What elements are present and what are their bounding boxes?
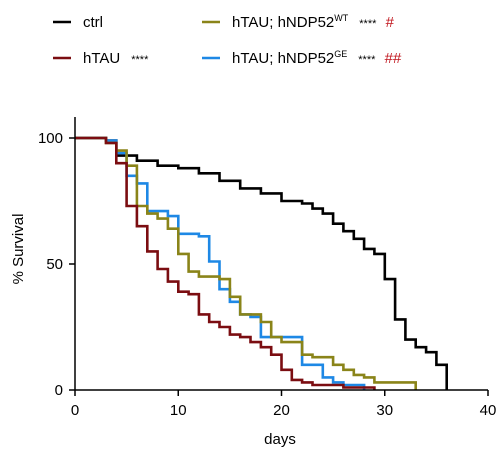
y-tick-label: 100 xyxy=(38,130,63,147)
legend-superscript: GE xyxy=(334,49,347,59)
legend-entry-ctrl: ctrl xyxy=(53,14,103,31)
legend-superscript: WT xyxy=(334,13,348,23)
significance-stars-htau: **** xyxy=(131,54,149,66)
significance-mark-wt: # xyxy=(385,14,394,31)
ticks: 0 10 20 30 40 0 50 100 xyxy=(38,130,496,419)
y-axis-title: % Survival xyxy=(10,214,27,285)
significance-mark-ge: ## xyxy=(384,50,401,67)
x-tick-label: 10 xyxy=(170,402,187,419)
series-line-ctrl xyxy=(75,136,448,390)
legend-label-ge: hTAU; hNDP52GE xyxy=(232,49,347,67)
legend-name: ctrl xyxy=(83,14,103,31)
legend-label-wt: hTAU; hNDP52WT xyxy=(232,13,349,31)
plot-area xyxy=(75,136,448,390)
x-tick-label: 40 xyxy=(480,402,497,419)
x-axis-title: days xyxy=(264,431,296,448)
significance-stars-ge: **** xyxy=(358,54,376,66)
series-line-wt xyxy=(75,136,417,390)
legend-entry-wt: hTAU; hNDP52WT **** # xyxy=(202,13,394,31)
legend-label-htau: hTAU xyxy=(83,50,120,67)
legend-entry-htau: hTAU **** xyxy=(53,50,149,67)
legend-label-ctrl: ctrl xyxy=(83,14,103,31)
significance-stars-wt: **** xyxy=(359,18,377,30)
legend-entry-ge: hTAU; hNDP52GE **** ## xyxy=(202,49,402,67)
series-line-htau xyxy=(75,136,376,390)
legend-name: hTAU xyxy=(83,50,120,67)
series-line-ge xyxy=(75,136,366,390)
y-tick-label: 50 xyxy=(46,256,63,273)
x-tick-label: 0 xyxy=(71,402,79,419)
x-tick-label: 30 xyxy=(376,402,393,419)
legend-name: hTAU; hNDP52 xyxy=(232,14,334,31)
x-tick-label: 20 xyxy=(273,402,290,419)
y-tick-label: 0 xyxy=(55,382,63,399)
legend-name: hTAU; hNDP52 xyxy=(232,50,334,67)
